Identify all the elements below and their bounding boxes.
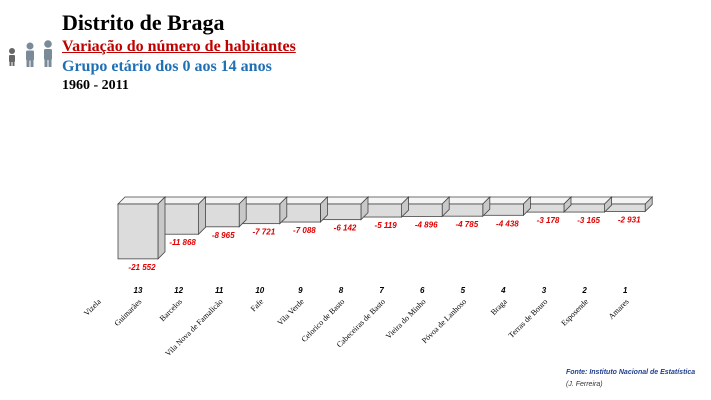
- category-label: Guimarães: [113, 297, 144, 328]
- value-label: -4 896: [415, 220, 438, 229]
- bar-top: [157, 196, 207, 205]
- rank-label: 11: [215, 286, 224, 295]
- rank-label: 8: [339, 286, 344, 295]
- bar-top: [117, 196, 166, 205]
- bar-top: [604, 196, 654, 205]
- bar-top: [482, 196, 532, 205]
- category-label: Póvoa de Lanhoso: [420, 297, 468, 345]
- category-label: Barcelos: [158, 297, 184, 323]
- value-label: -4 785: [455, 220, 478, 229]
- rank-label: 12: [174, 286, 183, 295]
- value-label: -8 965: [212, 231, 235, 240]
- rank-label: 7: [379, 286, 384, 295]
- rank-label: 10: [255, 286, 264, 295]
- bar-top: [441, 196, 491, 205]
- category-label: Vizela: [82, 297, 103, 318]
- category-label: Terras de Bouro: [507, 297, 550, 340]
- category-label: Fafe: [249, 297, 266, 314]
- value-label: -7 721: [252, 228, 275, 237]
- adult-icon: [26, 42, 34, 67]
- category-label: Celorico de Basto: [300, 297, 347, 344]
- bar-side: [157, 196, 166, 260]
- category-label: Esposende: [559, 297, 590, 328]
- rank-label: 4: [500, 286, 506, 295]
- value-label: -7 088: [293, 226, 316, 235]
- value-label: -2 931: [618, 215, 641, 224]
- bar-top: [238, 196, 288, 205]
- category-label: Vieira do Minho: [384, 297, 428, 341]
- value-label: -6 142: [334, 224, 357, 233]
- bar-top: [360, 196, 410, 205]
- bar-top: [563, 196, 613, 205]
- rank-label: 9: [298, 286, 303, 295]
- population-icons: [4, 40, 58, 68]
- bar-top: [523, 196, 572, 205]
- value-label: -5 119: [375, 221, 398, 230]
- author-note: (J. Ferreira): [566, 381, 603, 388]
- category-label: Amares: [607, 297, 631, 321]
- rank-label: 5: [461, 286, 466, 295]
- bar-top: [279, 196, 329, 205]
- child-icon: [9, 48, 15, 66]
- period-label: 1960 - 2011: [62, 78, 129, 93]
- value-label: -4 438: [496, 219, 519, 228]
- bar: [117, 203, 159, 260]
- category-label: Braga: [489, 297, 509, 317]
- bar-side: [198, 196, 207, 236]
- value-label: -21 552: [128, 263, 156, 272]
- value-label: -3 178: [537, 216, 560, 225]
- rank-label: 1: [623, 286, 628, 295]
- rank-label: 3: [542, 286, 547, 295]
- category-label: Vila Verde: [276, 297, 307, 328]
- bar-top: [320, 196, 369, 205]
- source-note: Fonte: Instituto Nacional de Estatística: [566, 369, 696, 376]
- value-label: -11 868: [169, 238, 196, 247]
- bar-top: [401, 196, 451, 205]
- rank-label: 6: [420, 286, 425, 295]
- rank-label: 2: [581, 286, 587, 295]
- page-title: Distrito de Braga: [62, 10, 225, 35]
- age-group-label: Grupo etário dos 0 aos 14 anos: [62, 58, 272, 75]
- rank-label: 13: [134, 286, 143, 295]
- bar-top: [198, 196, 248, 205]
- chart-subtitle: Variação do número de habitantes: [62, 38, 296, 55]
- adult-icon: [44, 40, 52, 67]
- value-label: -3 165: [577, 216, 600, 225]
